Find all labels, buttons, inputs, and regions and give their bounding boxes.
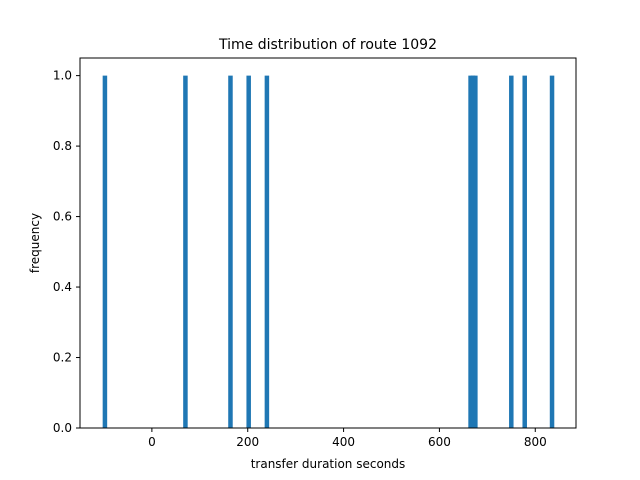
y-tick-label: 0.6 bbox=[53, 210, 72, 224]
histogram-bar-8 bbox=[509, 75, 514, 429]
histogram-bar-0 bbox=[102, 75, 108, 429]
x-tick-label: 400 bbox=[332, 435, 355, 449]
y-axis-ticks: 0.0 0.2 0.4 0.6 0.8 1.0 bbox=[53, 69, 80, 435]
histogram-bar-7 bbox=[473, 75, 478, 429]
histogram-bar-2 bbox=[228, 75, 233, 429]
y-tick-label: 0.4 bbox=[53, 280, 72, 294]
bars-group bbox=[102, 75, 555, 429]
y-axis-label: frequency bbox=[28, 213, 42, 273]
x-tick-label: 200 bbox=[236, 435, 259, 449]
x-tick-label: 0 bbox=[148, 435, 156, 449]
histogram-bar-9 bbox=[522, 75, 527, 429]
histogram-bar-4 bbox=[264, 75, 270, 429]
y-tick-label: 1.0 bbox=[53, 69, 72, 83]
plot-frame bbox=[79, 57, 577, 429]
y-tick-label: 0.8 bbox=[53, 139, 72, 153]
histogram-bar-6 bbox=[470, 75, 476, 429]
x-tick-label: 800 bbox=[524, 435, 547, 449]
chart-title: Time distribution of route 1092 bbox=[218, 37, 437, 53]
y-tick-label: 0.0 bbox=[53, 421, 72, 435]
histogram-bar-1 bbox=[183, 75, 188, 429]
x-axis-ticks: 0 200 400 600 800 bbox=[148, 428, 547, 449]
histogram-bar-5 bbox=[468, 75, 473, 429]
x-tick-label: 600 bbox=[428, 435, 451, 449]
x-axis-label: transfer duration seconds bbox=[251, 457, 406, 471]
histogram-bar-10 bbox=[549, 75, 555, 429]
histogram-bar-3 bbox=[246, 75, 251, 429]
y-tick-label: 0.2 bbox=[53, 351, 72, 365]
